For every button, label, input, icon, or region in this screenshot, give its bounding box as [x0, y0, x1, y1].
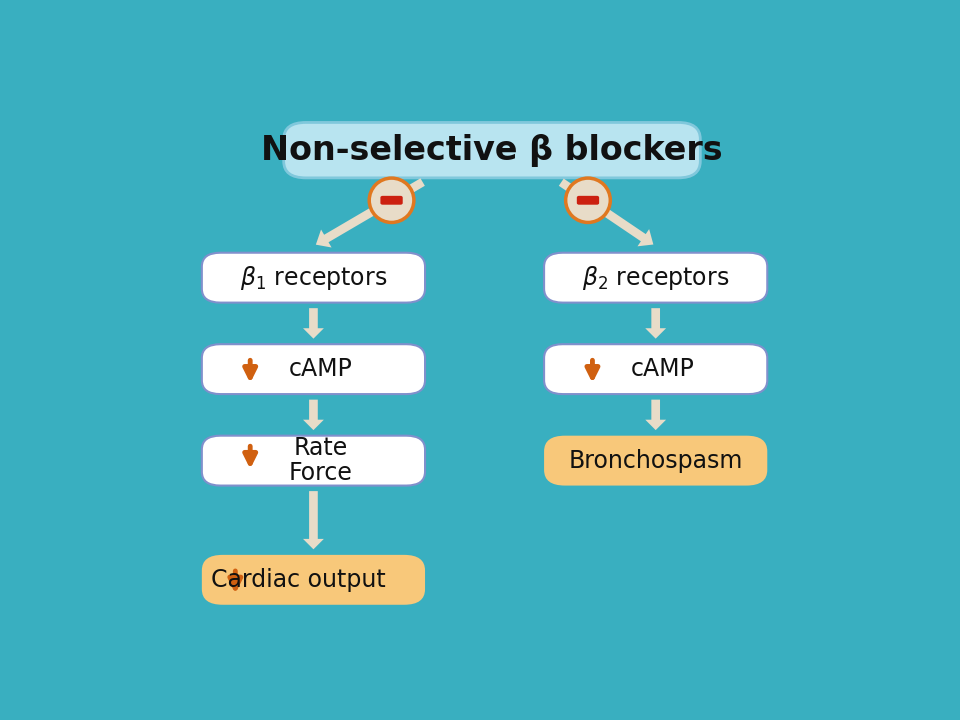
Text: $\beta_2$ receptors: $\beta_2$ receptors: [582, 264, 730, 292]
FancyBboxPatch shape: [544, 344, 767, 394]
Text: cAMP: cAMP: [289, 357, 352, 381]
FancyBboxPatch shape: [544, 436, 767, 485]
Ellipse shape: [370, 178, 414, 222]
FancyBboxPatch shape: [202, 555, 425, 605]
Text: Non-selective β blockers: Non-selective β blockers: [261, 134, 723, 166]
Text: Cardiac output: Cardiac output: [211, 568, 386, 592]
FancyBboxPatch shape: [544, 253, 767, 302]
FancyBboxPatch shape: [380, 196, 403, 204]
FancyBboxPatch shape: [577, 196, 599, 204]
Text: Force: Force: [289, 461, 353, 485]
Text: cAMP: cAMP: [632, 357, 695, 381]
FancyBboxPatch shape: [202, 253, 425, 302]
FancyBboxPatch shape: [283, 122, 701, 178]
Text: Bronchospasm: Bronchospasm: [568, 449, 743, 472]
Text: $\beta_1$ receptors: $\beta_1$ receptors: [240, 264, 387, 292]
FancyBboxPatch shape: [202, 344, 425, 394]
FancyBboxPatch shape: [202, 436, 425, 485]
Ellipse shape: [565, 178, 611, 222]
Text: Rate: Rate: [294, 436, 348, 460]
